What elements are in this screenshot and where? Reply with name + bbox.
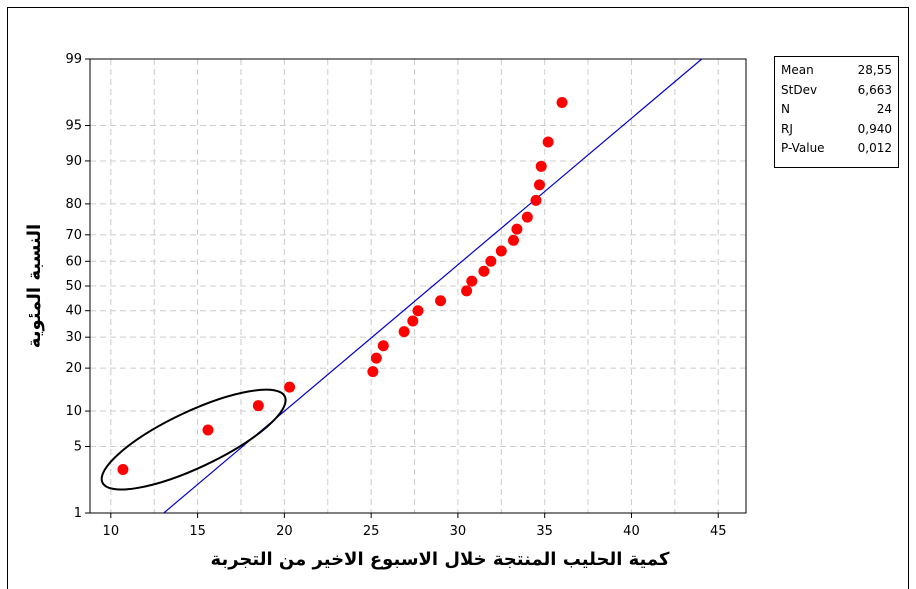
data-point (461, 285, 473, 297)
stat-value: 28,55 (857, 63, 892, 77)
data-point (412, 305, 424, 317)
data-point (370, 352, 382, 364)
stat-row: RJ 0,940 (781, 120, 892, 140)
data-point (530, 194, 542, 206)
data-point (398, 326, 410, 338)
stat-label: Mean (781, 63, 814, 77)
data-point (542, 136, 554, 148)
y-tick-label: 30 (65, 330, 82, 345)
stat-value: 24 (876, 102, 892, 117)
y-tick-label: 70 (65, 228, 82, 243)
stat-label: N (781, 102, 790, 117)
data-point (367, 366, 379, 378)
y-tick-label: 5 (74, 440, 82, 455)
y-tick-label: 60 (65, 254, 82, 269)
y-tick-label: 50 (65, 279, 82, 294)
stat-value: 6,663 (857, 82, 892, 97)
stat-value: 0,012 (857, 141, 892, 156)
x-tick-label: 45 (710, 524, 727, 539)
annotation-group (100, 388, 287, 491)
data-point (466, 275, 478, 287)
data-points (117, 96, 568, 476)
data-point (533, 179, 545, 191)
y-tick-label: 99 (65, 52, 82, 67)
x-axis: 10 15 20 25 30 35 40 45 (103, 513, 727, 539)
data-point (478, 265, 490, 277)
stats-legend-box: Mean 28,55 StDev 6,663 N 24 RJ 0,940 P-Value 0,01… (774, 56, 899, 168)
data-point (485, 255, 497, 267)
data-point (521, 211, 533, 223)
x-tick-label: 25 (363, 524, 380, 539)
stat-row: Mean 28,55 (781, 61, 892, 81)
data-point (202, 424, 214, 436)
y-tick-label: 80 (65, 197, 82, 212)
stat-label: StDev (781, 82, 818, 97)
x-tick-label: 35 (536, 524, 553, 539)
data-point (507, 234, 519, 246)
y-tick-label: 95 (65, 118, 82, 133)
y-axis: 1 5 10 20 30 40 50 60 70 80 90 95 99 (65, 52, 90, 521)
stat-row: StDev 6,663 (781, 81, 892, 101)
y-axis-title: النسبة المئوية (24, 224, 45, 348)
y-tick-label: 1 (74, 506, 82, 521)
plot-area (89, 58, 747, 514)
data-point (535, 160, 547, 172)
y-tick-label: 40 (65, 304, 82, 319)
data-point (407, 315, 419, 327)
data-point (511, 223, 523, 235)
x-tick-label: 30 (450, 524, 467, 539)
y-tick-label: 20 (65, 361, 82, 376)
x-tick-label: 10 (103, 524, 120, 539)
data-point (435, 295, 447, 307)
stat-row: N 24 (781, 100, 892, 120)
x-axis-title: كمية الحليب المنتجة خلال الاسبوع الاخير … (211, 549, 670, 570)
x-tick-label: 20 (276, 524, 293, 539)
x-tick-label: 40 (623, 524, 640, 539)
data-point (117, 464, 129, 476)
stat-value: 0,940 (857, 121, 892, 136)
data-point (377, 340, 389, 352)
stat-row: P-Value 0,012 (781, 139, 892, 159)
data-point (495, 245, 507, 257)
stat-label: RJ (781, 121, 793, 136)
y-tick-label: 10 (65, 404, 82, 419)
stat-label: P-Value (781, 141, 825, 156)
data-point (284, 381, 296, 393)
annotation-ellipse (100, 388, 287, 491)
data-point (556, 96, 568, 108)
y-tick-label: 90 (65, 154, 82, 169)
data-point (252, 400, 264, 412)
x-tick-label: 15 (189, 524, 206, 539)
grid (90, 59, 746, 513)
